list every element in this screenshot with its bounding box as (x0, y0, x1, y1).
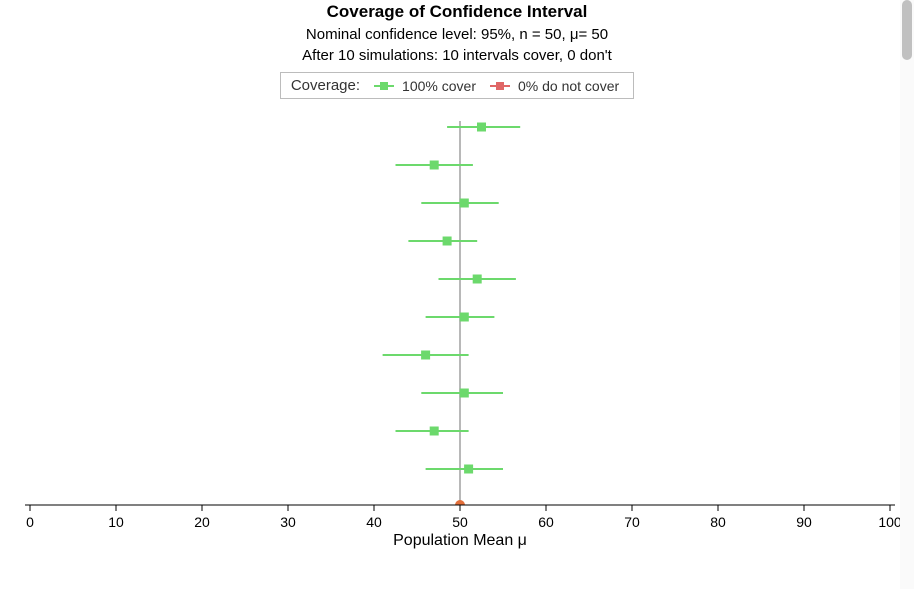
legend-label-cover: 100% cover (402, 78, 476, 94)
x-tick-label: 40 (366, 514, 382, 530)
ci-point-marker (473, 275, 482, 284)
x-tick-label: 100 (878, 514, 900, 530)
ci-point-marker (460, 199, 469, 208)
legend-label-notcover: 0% do not cover (518, 78, 619, 94)
chart-subtitle-1: Nominal confidence level: 95%, n = 50, μ… (0, 26, 914, 43)
vertical-scrollbar[interactable] (900, 0, 914, 589)
legend-title: Coverage: (291, 77, 360, 94)
x-tick-label: 60 (538, 514, 554, 530)
ci-point-marker (464, 465, 473, 474)
x-tick-label: 80 (710, 514, 726, 530)
x-tick-label: 70 (624, 514, 640, 530)
chart-subtitle-2: After 10 simulations: 10 intervals cover… (0, 47, 914, 64)
plot-area: 0 10 20 30 40 50 60 70 80 90 100 Population Mean μ (0, 105, 914, 565)
scrollbar-thumb[interactable] (902, 0, 912, 60)
x-tick-label: 90 (796, 514, 812, 530)
ci-point-marker (460, 313, 469, 322)
ci-point-marker (421, 351, 430, 360)
ci-point-marker (430, 161, 439, 170)
legend-item-cover: 100% cover (374, 78, 476, 94)
x-tick-label: 50 (452, 514, 468, 530)
x-axis-label: Population Mean μ (393, 532, 527, 549)
legend-swatch-cover-icon (374, 80, 394, 92)
legend-item-notcover: 0% do not cover (490, 78, 619, 94)
ci-point-marker (477, 123, 486, 132)
ci-point-marker (443, 237, 452, 246)
ci-point-marker (460, 389, 469, 398)
ci-point-marker (430, 427, 439, 436)
x-tick-label: 10 (108, 514, 124, 530)
chart-title: Coverage of Confidence Interval (0, 2, 914, 22)
x-tick-label: 0 (26, 514, 34, 530)
legend: Coverage: 100% cover 0% do not cover (280, 72, 634, 99)
legend-swatch-notcover-icon (490, 80, 510, 92)
x-tick-label: 20 (194, 514, 210, 530)
chart-svg: 0 10 20 30 40 50 60 70 80 90 100 Population Mean μ (0, 105, 900, 565)
chart-titles: Coverage of Confidence Interval Nominal … (0, 0, 914, 64)
x-tick-label: 30 (280, 514, 296, 530)
mu-point-icon (455, 500, 465, 505)
